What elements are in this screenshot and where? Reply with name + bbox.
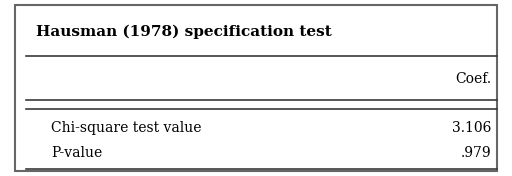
Text: Coef.: Coef. <box>455 72 492 86</box>
Text: 3.106: 3.106 <box>452 121 492 136</box>
Text: .979: .979 <box>461 146 492 160</box>
Text: P-value: P-value <box>51 146 102 160</box>
Text: Hausman (1978) specification test: Hausman (1978) specification test <box>36 24 332 39</box>
FancyBboxPatch shape <box>15 5 497 171</box>
Text: Chi-square test value: Chi-square test value <box>51 121 202 136</box>
